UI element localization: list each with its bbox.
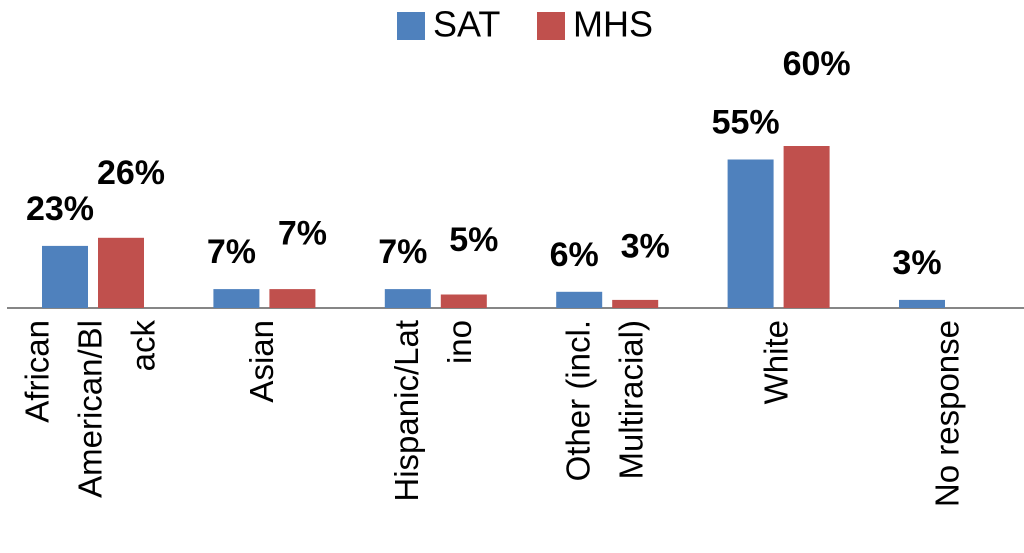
value-label: 7% [207,233,256,271]
x-tick-label: Hispanic/Lat [388,320,425,502]
legend-swatch [397,12,425,40]
x-tick-label: Other (incl. [559,320,596,481]
bar [783,146,830,308]
x-tick-label: Asian [243,320,280,403]
value-label: 60% [783,45,851,83]
bar [98,237,144,308]
value-label: 6% [550,236,599,274]
bar [612,299,659,308]
x-tick-label: American/Bl [72,320,109,498]
x-tick-label: White [757,320,794,404]
legend-label: SAT [433,4,500,45]
bar [269,289,316,308]
bar [42,245,88,308]
bar [213,289,260,308]
value-label: 7% [278,215,327,253]
legend-label: MHS [573,4,653,45]
x-tick-label: ino [441,320,478,364]
value-label: 7% [378,233,427,271]
bar [556,291,603,308]
bar [384,289,431,308]
value-label: 3% [892,244,941,282]
x-tick-label: Multiracial) [612,320,649,480]
value-label: 23% [26,190,94,228]
value-label: 26% [97,154,165,192]
bar [899,299,945,308]
x-tick-label: ack [125,320,162,372]
x-tick-label: African [19,320,56,423]
legend-swatch [537,12,565,40]
bar [727,159,774,308]
value-label: 5% [449,221,498,259]
value-label: 55% [712,103,780,141]
value-label: 3% [621,227,670,265]
x-tick-label: No response [929,320,966,507]
bar [440,294,487,308]
